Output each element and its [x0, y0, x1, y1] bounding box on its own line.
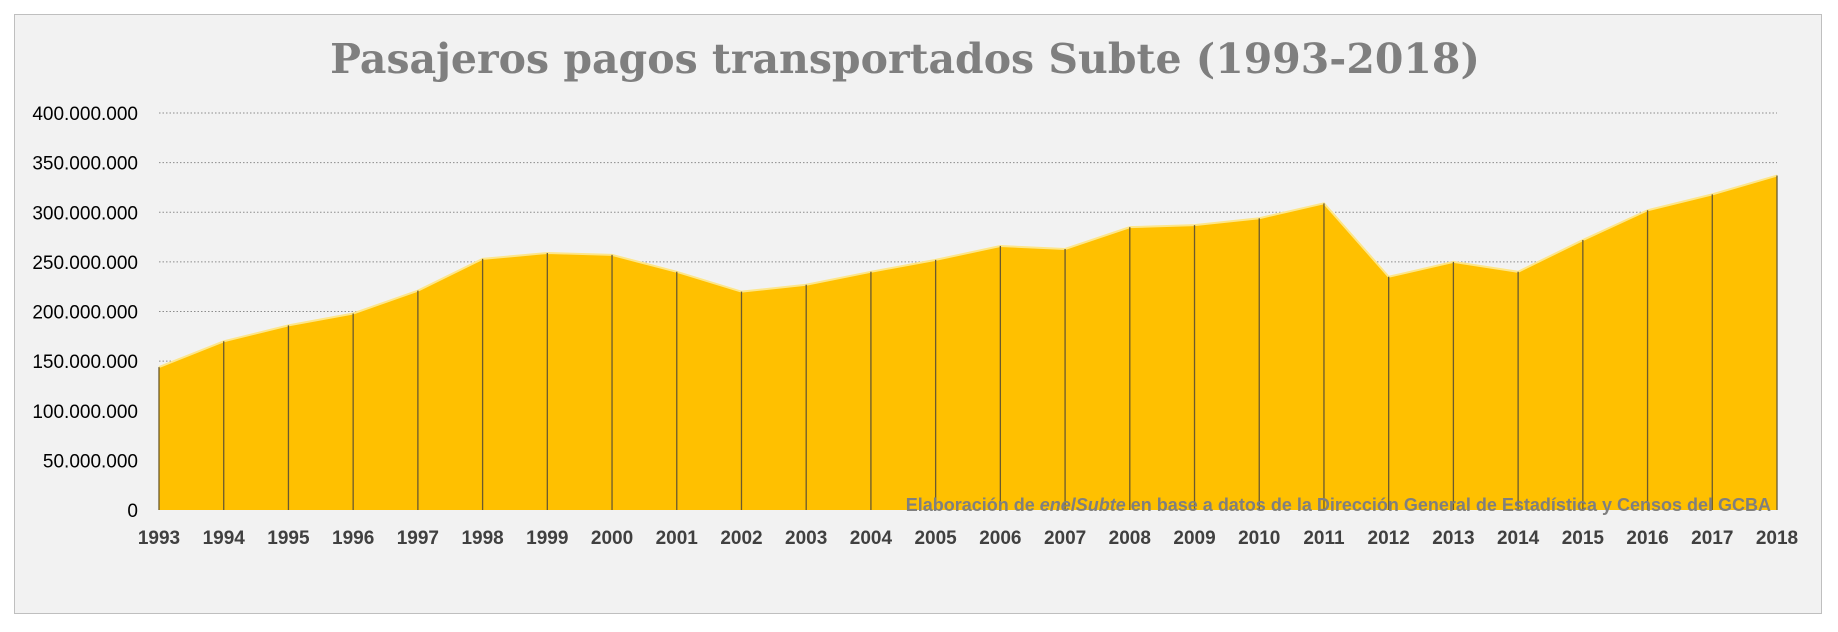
x-tick-label: 1993	[138, 528, 180, 549]
x-tick-label: 1999	[526, 528, 568, 549]
x-tick-label: 2012	[1368, 528, 1410, 549]
x-tick-label: 2000	[591, 528, 633, 549]
y-tick-label: 300.000.000	[32, 203, 138, 224]
y-tick-label: 100.000.000	[32, 402, 138, 423]
x-tick-label: 2009	[1173, 528, 1215, 549]
x-tick-label: 2002	[720, 528, 762, 549]
x-tick-label: 1994	[203, 528, 246, 549]
y-tick-label: 150.000.000	[32, 352, 138, 373]
y-tick-label: 250.000.000	[32, 253, 138, 274]
chart-canvas: Pasajeros pagos transportados Subte (199…	[32, 35, 1798, 549]
y-tick-label: 200.000.000	[32, 303, 138, 324]
x-tick-label: 2003	[785, 528, 827, 549]
source-suffix: en base a datos de la Dirección General …	[1126, 495, 1771, 515]
y-axis: 0 50.000.000 100.000.000 150.000.000 200.000…	[32, 104, 138, 522]
y-tick-label: 50.000.000	[43, 451, 138, 472]
y-tick-label: 400.000.000	[32, 104, 138, 125]
source-brand: enelSubte	[1040, 495, 1126, 515]
chart-title: Pasajeros pagos transportados Subte (199…	[330, 35, 1480, 83]
x-tick-label: 1996	[332, 528, 374, 549]
x-tick-label: 1997	[397, 528, 439, 549]
series-edge-line	[158, 174, 1778, 369]
source-prefix: Elaboración de	[906, 495, 1040, 515]
drop-lines	[158, 175, 1778, 510]
x-tick-label: 2013	[1432, 528, 1474, 549]
x-tick-label: 2007	[1044, 528, 1086, 549]
x-tick-label: 1998	[461, 528, 503, 549]
x-tick-label: 1995	[267, 528, 310, 549]
x-tick-label: 2018	[1756, 528, 1798, 549]
x-tick-label: 2015	[1562, 528, 1605, 549]
x-tick-label: 2011	[1303, 528, 1345, 549]
x-tick-label: 2017	[1691, 528, 1733, 549]
x-tick-label: 2016	[1626, 528, 1668, 549]
source-note: Elaboración de enelSubte en base a datos…	[906, 495, 1771, 515]
x-tick-label: 2010	[1238, 528, 1280, 549]
y-tick-label: 0	[127, 501, 138, 522]
series-area-pasajeros-pagos	[159, 175, 1777, 510]
x-tick-label: 2006	[979, 528, 1021, 549]
chart-frame: Pasajeros pagos transportados Subte (199…	[14, 14, 1822, 614]
plot-area	[158, 174, 1778, 510]
x-tick-label: 2001	[656, 528, 699, 549]
x-tick-label: 2014	[1497, 528, 1540, 549]
x-tick-label: 2005	[914, 528, 957, 549]
x-tick-label: 2004	[850, 528, 893, 549]
x-tick-label: 2008	[1109, 528, 1151, 549]
x-axis: 1993 1994 1995 1996 1997 1998 1999 2000 2001 2002…	[138, 528, 1798, 549]
y-tick-label: 350.000.000	[32, 154, 138, 175]
